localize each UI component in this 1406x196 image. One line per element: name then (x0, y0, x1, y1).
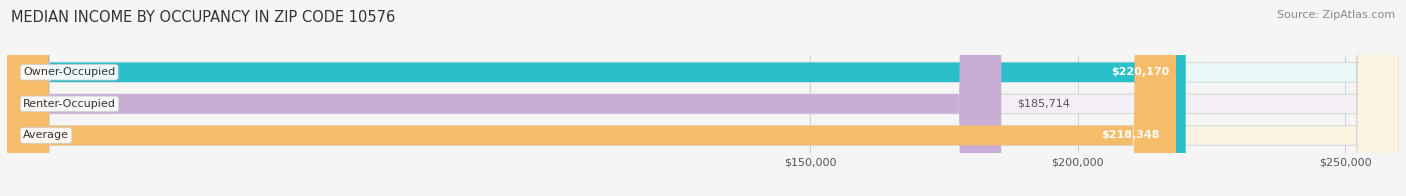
FancyBboxPatch shape (7, 0, 1399, 196)
FancyBboxPatch shape (7, 0, 1175, 196)
Text: Owner-Occupied: Owner-Occupied (22, 67, 115, 77)
Text: Average: Average (22, 131, 69, 141)
Text: MEDIAN INCOME BY OCCUPANCY IN ZIP CODE 10576: MEDIAN INCOME BY OCCUPANCY IN ZIP CODE 1… (11, 10, 395, 25)
FancyBboxPatch shape (7, 0, 1399, 196)
FancyBboxPatch shape (7, 0, 1399, 196)
FancyBboxPatch shape (7, 0, 1185, 196)
FancyBboxPatch shape (7, 0, 1001, 196)
Text: Source: ZipAtlas.com: Source: ZipAtlas.com (1277, 10, 1395, 20)
Text: $220,170: $220,170 (1111, 67, 1170, 77)
Text: $218,348: $218,348 (1101, 131, 1160, 141)
Text: Renter-Occupied: Renter-Occupied (22, 99, 115, 109)
Text: $185,714: $185,714 (1018, 99, 1070, 109)
